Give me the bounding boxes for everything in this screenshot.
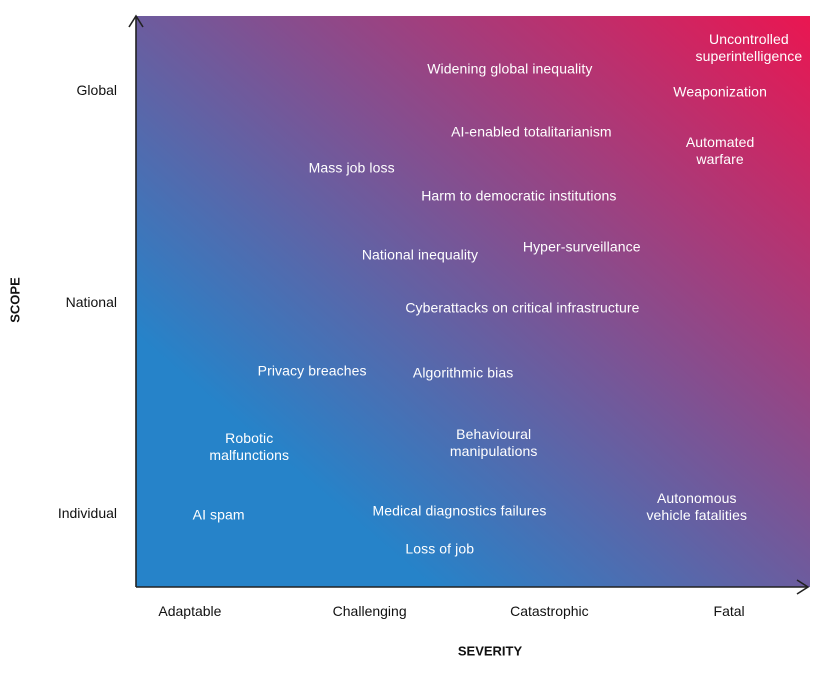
risk-label-weaponization: Weaponization — [673, 83, 767, 100]
plot-gradient-background — [136, 16, 810, 587]
risk-label-ai-enabled-totalitarianism: AI-enabled totalitarianism — [451, 123, 612, 140]
risk-label-national-inequality: National inequality — [361, 246, 479, 263]
y-axis-arrow — [128, 14, 144, 28]
risk-label-mass-job-loss: Mass job loss — [308, 159, 395, 176]
y-axis-title: SCOPE — [7, 277, 23, 323]
y-tick-global: Global — [76, 82, 117, 99]
risk-label-ai-spam: AI spam — [192, 506, 245, 523]
risk-label-algorithmic-bias: Algorithmic bias — [412, 364, 514, 381]
y-tick-individual: Individual — [57, 504, 117, 521]
x-tick-challenging: Challenging — [332, 603, 407, 619]
risk-label-privacy-breaches: Privacy breaches — [257, 362, 367, 379]
risk-label-harm-to-democratic-institutions: Harm to democratic institutions — [421, 187, 617, 204]
risk-label-autonomous-vehicle-fatalities: Autonomous vehicle fatalities — [646, 489, 748, 523]
risk-label-loss-of-job: Loss of job — [405, 540, 475, 557]
x-tick-catastrophic: Catastrophic — [510, 603, 589, 619]
risk-label-widening-global-inequality: Widening global inequality — [427, 60, 593, 77]
risk-label-automated-warfare: Automated warfare — [685, 134, 755, 168]
x-tick-fatal: Fatal — [713, 603, 745, 619]
risk-label-behavioural-manipulations: Behavioural manipulations — [449, 426, 538, 460]
x-axis-arrow — [796, 579, 810, 595]
x-axis-title: SEVERITY — [457, 643, 523, 659]
risk-label-uncontrolled-superintelligence: Uncontrolled superintelligence — [695, 30, 803, 64]
y-tick-national: National — [65, 293, 117, 310]
risk-label-medical-diagnostics-failures: Medical diagnostics failures — [372, 502, 547, 519]
risk-label-hyper-surveillance: Hyper-surveillance — [522, 238, 641, 254]
risk-label-robotic-malfunctions: Robotic malfunctions — [209, 430, 290, 464]
risk-label-cyberattacks-on-critical-infrastructure: Cyberattacks on critical infrastructure — [405, 299, 640, 316]
x-tick-adaptable: Adaptable — [158, 603, 222, 619]
